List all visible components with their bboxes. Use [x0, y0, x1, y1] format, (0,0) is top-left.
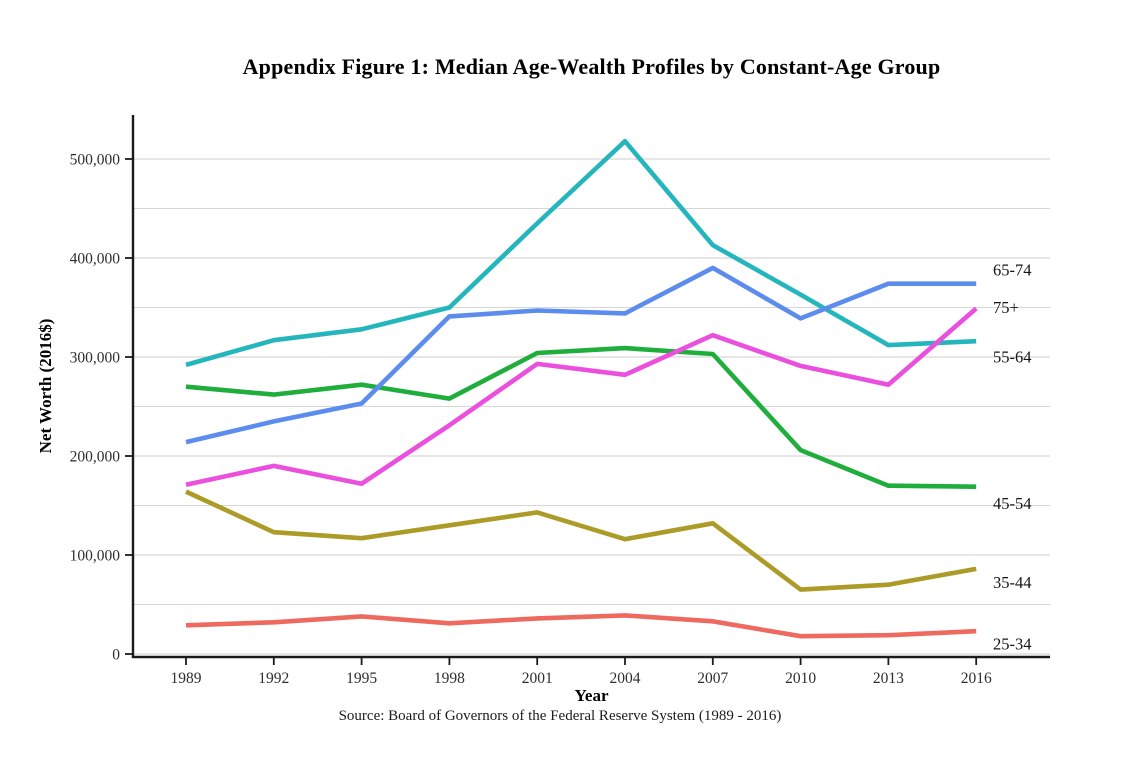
x-tick-label: 2001: [522, 670, 553, 687]
source-caption: Source: Board of Governors of the Federa…: [338, 708, 782, 724]
y-tick-label: 200,000: [70, 449, 121, 466]
series-label-75+: 75+: [993, 298, 1019, 317]
x-tick-label: 2016: [961, 670, 992, 687]
y-tick-label: 0: [112, 647, 120, 664]
x-tick-label: 1992: [258, 670, 289, 687]
x-tick-label: 2013: [873, 670, 904, 687]
y-tick-label: 300,000: [70, 350, 121, 367]
x-tick-label: 1989: [171, 670, 202, 687]
y-tick-label: 400,000: [70, 251, 121, 268]
series-label-65-74: 65-74: [993, 260, 1032, 279]
series-label-35-44: 35-44: [993, 573, 1032, 592]
series-label-55-64: 55-64: [993, 348, 1032, 367]
figure-title: Appendix Figure 1: Median Age-Wealth Pro…: [242, 54, 941, 79]
x-tick-label: 2010: [785, 670, 816, 687]
y-tick-label: 100,000: [70, 548, 121, 565]
x-tick-label: 2007: [697, 670, 728, 687]
series-label-45-54: 45-54: [993, 494, 1032, 513]
series-line-55-64: [185, 138, 977, 368]
x-axis-title: Year: [574, 686, 609, 705]
series-line-75+: [185, 306, 978, 487]
series-line-65-74: [185, 265, 977, 445]
y-tick-label: 500,000: [70, 152, 121, 169]
x-tick-label: 1998: [434, 670, 465, 687]
series-line-45-54: [185, 345, 977, 489]
x-tick-label: 1995: [346, 670, 377, 687]
series-label-25-34: 25-34: [993, 635, 1032, 654]
series-line-35-44: [185, 489, 977, 592]
x-tick-label: 2004: [610, 670, 641, 687]
series-line-25-34: [185, 613, 977, 639]
